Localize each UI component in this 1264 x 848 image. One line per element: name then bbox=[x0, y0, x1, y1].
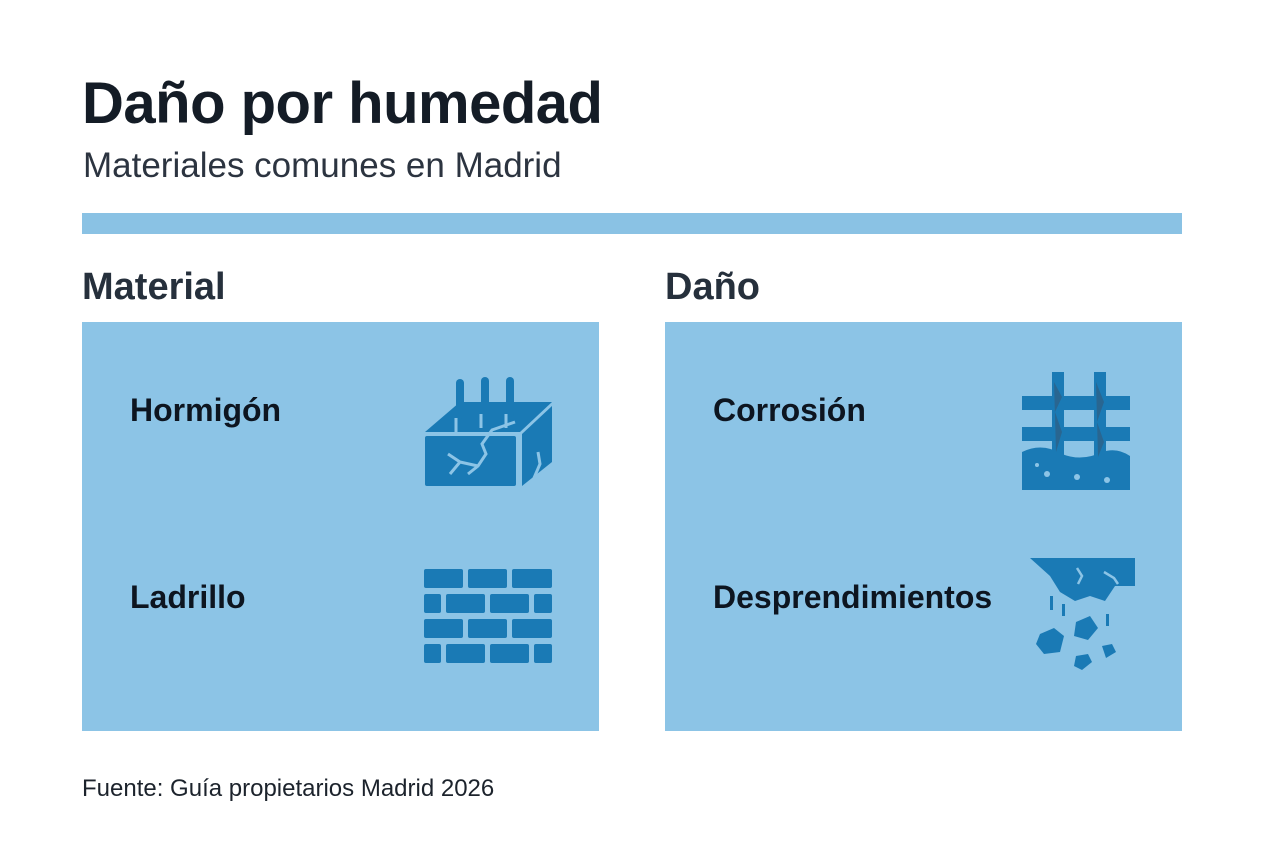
corroded-rebar-icon bbox=[1022, 372, 1130, 490]
falling-debris-icon bbox=[1030, 558, 1135, 670]
page-subtitle: Materiales comunes en Madrid bbox=[83, 146, 562, 185]
cracked-concrete-block-icon bbox=[425, 377, 552, 486]
divider-bar bbox=[82, 213, 1182, 234]
item-label-hormigon: Hormigón bbox=[130, 392, 282, 428]
column-heading-damage: Daño bbox=[665, 266, 760, 308]
page-title: Daño por humedad bbox=[82, 71, 603, 136]
material-panel: Hormigón Ladrillo bbox=[82, 322, 599, 731]
item-label-ladrillo: Ladrillo bbox=[130, 579, 246, 615]
source-note: Fuente: Guía propietarios Madrid 2026 bbox=[82, 775, 495, 802]
brick-wall-icon bbox=[424, 569, 552, 663]
column-heading-material: Material bbox=[82, 266, 226, 308]
item-label-corrosion: Corrosión bbox=[713, 392, 866, 428]
item-label-desprendimientos: Desprendimientos bbox=[713, 579, 993, 615]
damage-panel: Corrosión Desprendimientos bbox=[665, 322, 1182, 731]
